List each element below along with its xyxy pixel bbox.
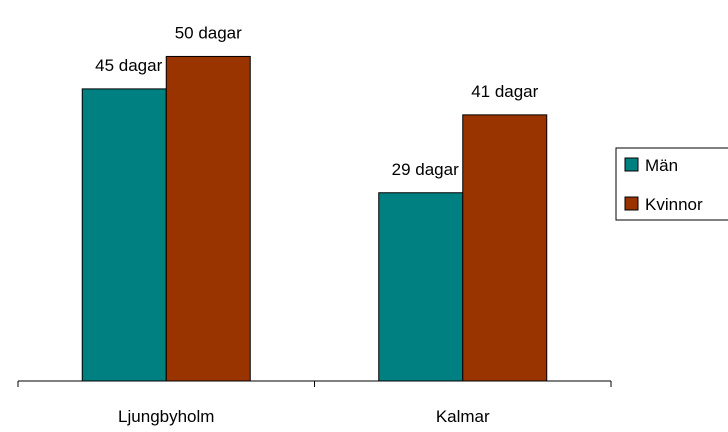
tick-label-kalmar: Kalmar	[436, 407, 490, 426]
bar-ljungbyholm-man	[81, 88, 167, 382]
legend-swatch-man	[624, 157, 639, 172]
legend: Män Kvinnor	[615, 147, 728, 221]
data-label-kalmar-kvinnor: 41 dagar	[471, 82, 538, 101]
x-axis-ticks	[17, 381, 612, 387]
bar-kalmar-kvinnor	[462, 114, 548, 382]
legend-swatch-kvinnor	[624, 196, 639, 211]
legend-label-man: Män	[645, 156, 678, 175]
tick-label-ljungbyholm: Ljungbyholm	[118, 407, 214, 426]
data-label-kalmar-man: 29 dagar	[392, 160, 459, 179]
data-label-ljungbyholm-kvinnor: 50 dagar	[175, 23, 242, 42]
bars-group	[81, 55, 548, 382]
legend-label-kvinnor: Kvinnor	[645, 195, 703, 214]
data-label-ljungbyholm-man: 45 dagar	[95, 56, 162, 75]
data-labels-group: 45 dagar 50 dagar 29 dagar 41 dagar	[95, 23, 539, 178]
bar-ljungbyholm-kvinnor	[165, 55, 251, 382]
bar-kalmar-man	[378, 192, 464, 382]
x-axis-tick-labels: Ljungbyholm Kalmar	[118, 407, 490, 426]
